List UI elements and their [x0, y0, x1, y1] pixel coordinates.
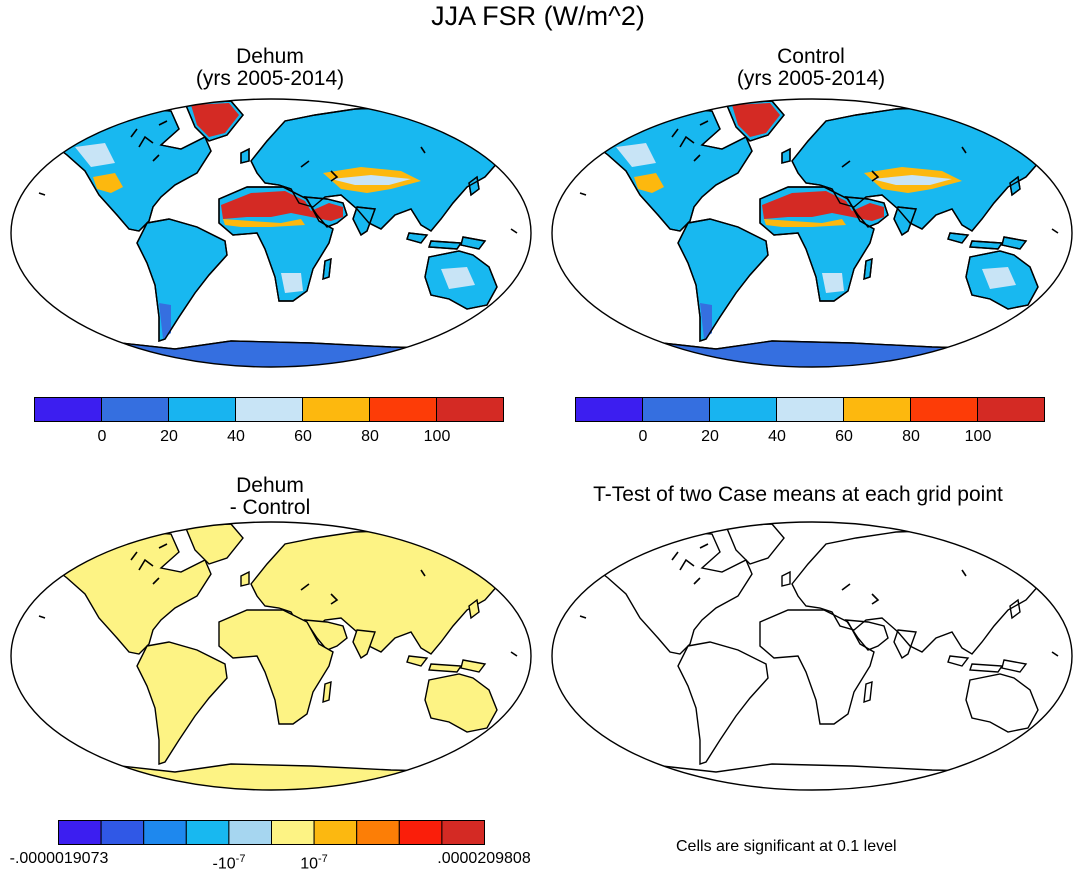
dehum-colorbar	[34, 397, 504, 422]
dehum-cb-tick: 0	[97, 428, 107, 445]
control-cb-tick: 0	[638, 428, 648, 445]
colorbar-swatch	[313, 820, 358, 845]
control-cb-tick: 100	[964, 428, 992, 445]
diff-cb-tick-max: .0000209808	[437, 850, 531, 867]
dehum-title-line2: (yrs 2005-2014)	[195, 67, 345, 90]
colorbar-swatch	[168, 397, 236, 422]
dehum-cb-tick: 80	[361, 428, 379, 445]
diff-panel-title: Dehum - Control	[110, 475, 430, 519]
colorbar-swatch	[235, 397, 303, 422]
ttest-panel-title: T-Test of two Case means at each grid po…	[593, 483, 1003, 506]
diff-title-line1: Dehum	[236, 474, 304, 497]
diff-colorbar	[58, 820, 485, 845]
colorbar-swatch	[228, 820, 272, 845]
significance-note: Cells are significant at 0.1 level	[676, 838, 897, 855]
colorbar-swatch	[642, 397, 710, 422]
colorbar-swatch	[356, 820, 400, 845]
dehum-cb-tick: 40	[227, 428, 245, 445]
colorbar-swatch	[101, 397, 169, 422]
diff-cb-tick-min: -.0000019073	[9, 850, 109, 867]
colorbar-swatch	[843, 397, 911, 422]
dehum-title-line1: Dehum	[236, 45, 304, 68]
control-cb-tick: 20	[701, 428, 719, 445]
figure-title: JJA FSR (W/m^2)	[431, 1, 645, 31]
colorbar-swatch	[58, 820, 102, 845]
colorbar-swatch	[302, 397, 370, 422]
colorbar-swatch	[575, 397, 643, 422]
dehum-cb-tick: 100	[423, 428, 451, 445]
control-colorbar	[575, 397, 1045, 422]
colorbar-swatch	[398, 820, 443, 845]
diff-cb-tick-pos: 10-7	[300, 853, 328, 873]
colorbar-swatch	[100, 820, 145, 845]
dehum-cb-tick: 60	[294, 428, 312, 445]
ttest-map	[551, 521, 1073, 791]
control-cb-tick: 80	[902, 428, 920, 445]
colorbar-swatch	[143, 820, 187, 845]
colorbar-swatch	[910, 397, 978, 422]
colorbar-swatch	[977, 397, 1045, 422]
diff-cb-tick-neg: -10-7	[212, 853, 246, 873]
control-title-line1: Control	[777, 45, 845, 68]
control-panel-title: Control (yrs 2005-2014)	[651, 46, 971, 90]
colorbar-swatch	[441, 820, 485, 845]
dehum-cb-tick: 20	[160, 428, 178, 445]
control-cb-tick: 60	[835, 428, 853, 445]
dehum-map	[10, 98, 532, 368]
colorbar-swatch	[776, 397, 844, 422]
diff-title-line2: - Control	[229, 496, 311, 519]
colorbar-swatch	[436, 397, 504, 422]
colorbar-swatch	[271, 820, 315, 845]
colorbar-swatch	[709, 397, 777, 422]
colorbar-swatch	[185, 820, 230, 845]
control-title-line2: (yrs 2005-2014)	[736, 67, 886, 90]
diff-map	[10, 521, 532, 791]
control-map	[551, 98, 1073, 368]
colorbar-swatch	[369, 397, 437, 422]
dehum-panel-title: Dehum (yrs 2005-2014)	[110, 46, 430, 90]
control-cb-tick: 40	[768, 428, 786, 445]
colorbar-swatch	[34, 397, 102, 422]
